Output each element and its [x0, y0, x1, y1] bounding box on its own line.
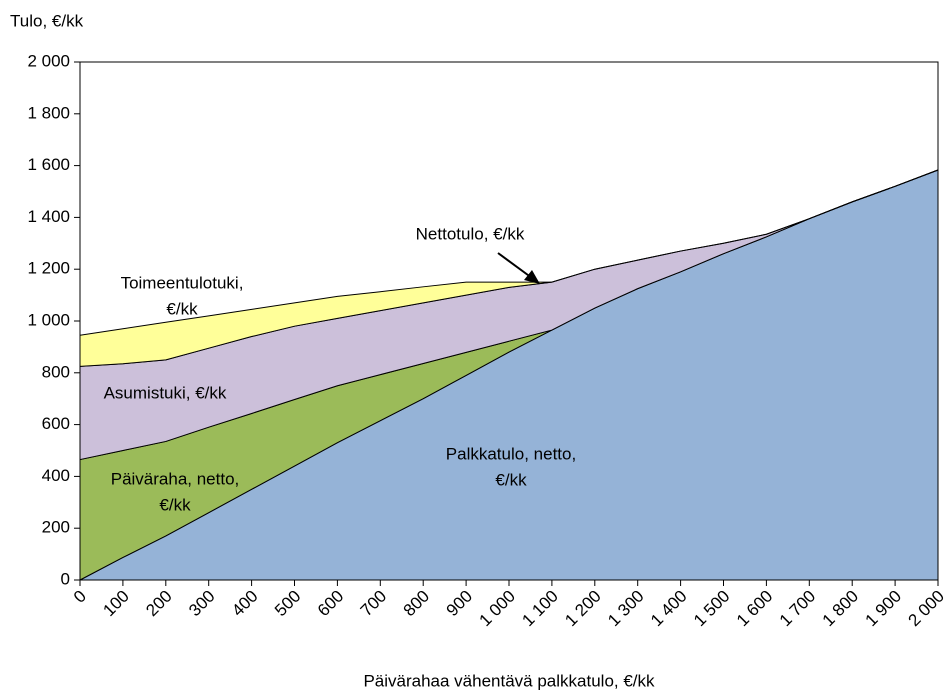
x-tick-label: 500	[271, 587, 304, 620]
y-tick-label: 1 800	[27, 103, 70, 122]
x-tick-label: 200	[142, 587, 175, 620]
x-tick-label: 1 300	[604, 587, 648, 631]
area-label: €/kk	[159, 495, 191, 514]
x-tick-label: 0	[70, 587, 90, 607]
x-tick-label: 400	[228, 587, 261, 620]
x-tick-label: 1 600	[733, 587, 777, 631]
area-label: Toimeentulotuki,	[121, 273, 244, 292]
area-label: Päiväraha, netto,	[111, 469, 240, 488]
y-tick-label: 1 600	[27, 155, 70, 174]
area	[79, 169, 939, 367]
x-axis-title: Päivärahaa vähentävä palkkatulo, €/kk	[363, 671, 655, 690]
y-tick-label: 600	[42, 414, 70, 433]
y-tick-label: 1 000	[27, 310, 70, 329]
x-tick-label: 1 400	[647, 587, 691, 631]
annotation: Nettotulo, €/kk	[416, 224, 525, 243]
area-label: €/kk	[495, 470, 527, 489]
x-tick-label: 2 000	[904, 587, 944, 631]
area-label: €/kk	[166, 299, 198, 318]
y-tick-label: 0	[61, 569, 70, 588]
area-label: Palkkatulo, netto,	[446, 444, 576, 463]
x-tick-label: 700	[357, 587, 390, 620]
annotation-arrow	[497, 252, 533, 279]
y-tick-label: 800	[42, 362, 70, 381]
y-tick-label: 1 200	[27, 259, 70, 278]
x-tick-label: 1 700	[776, 587, 820, 631]
y-axis-title: Tulo, €/kk	[10, 11, 84, 30]
area-label: Asumistuki, €/kk	[104, 383, 227, 402]
y-tick-label: 200	[42, 518, 70, 537]
x-tick-label: 600	[314, 587, 347, 620]
y-tick-label: 400	[42, 466, 70, 485]
annotation-arrowhead	[524, 270, 540, 284]
x-tick-label: 800	[400, 587, 433, 620]
x-tick-label: 1 800	[819, 587, 863, 631]
y-tick-label: 2 000	[27, 51, 70, 70]
x-tick-label: 100	[99, 587, 132, 620]
x-tick-label: 1 000	[475, 587, 519, 631]
x-tick-label: 1 900	[862, 587, 906, 631]
x-tick-label: 1 100	[518, 587, 562, 631]
x-tick-label: 900	[443, 587, 476, 620]
x-tick-label: 1 200	[561, 587, 605, 631]
y-tick-label: 1 400	[27, 207, 70, 226]
x-tick-label: 1 500	[690, 587, 734, 631]
x-tick-label: 300	[185, 587, 218, 620]
